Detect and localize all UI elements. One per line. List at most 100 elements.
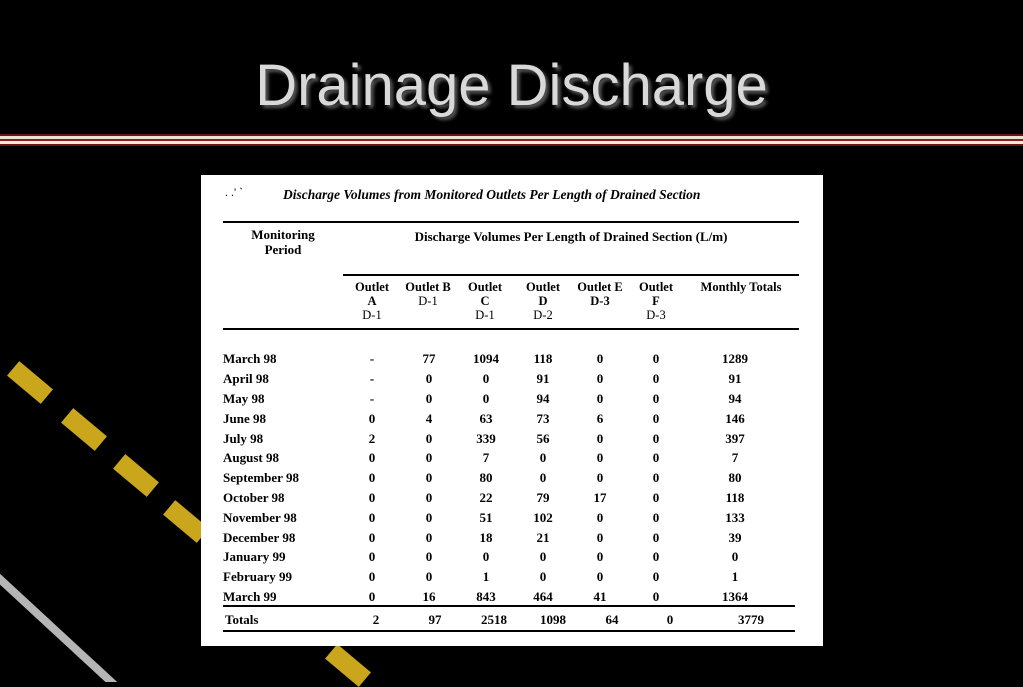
value-cell: 0 bbox=[368, 588, 376, 604]
value-cell: 80 bbox=[728, 470, 742, 486]
period-cell: July 98 bbox=[223, 430, 264, 446]
value-cell: 0 bbox=[652, 509, 660, 525]
column-header-line: D-3 bbox=[590, 294, 610, 308]
value-cell: 0 bbox=[731, 549, 739, 565]
value-cell: 94 bbox=[728, 390, 742, 406]
table-row: March 99 0 16 843 464 41 0 1364 bbox=[223, 587, 787, 607]
value-cell: 0 bbox=[539, 569, 547, 585]
totals-cell: 2518 bbox=[481, 612, 507, 627]
value-cell: 397 bbox=[725, 430, 745, 446]
value-cell: 2 bbox=[368, 430, 376, 446]
value-cell: 18 bbox=[479, 529, 493, 545]
scanned-table-image: . .' ` Discharge Volumes from Monitored … bbox=[201, 175, 823, 646]
value-cell: 77 bbox=[422, 351, 436, 367]
period-cell: April 98 bbox=[223, 371, 269, 387]
totals-row: Totals 2 97 2518 1098 64 0 3779 bbox=[225, 610, 803, 630]
value-cell: 0 bbox=[652, 390, 660, 406]
value-cell: 0 bbox=[596, 569, 604, 585]
value-cell: 0 bbox=[425, 489, 433, 505]
road-edge-line bbox=[0, 573, 118, 682]
column-header-outlet-d: Outlet D D-2 bbox=[515, 280, 571, 322]
value-cell: 51 bbox=[479, 509, 493, 525]
value-cell: 73 bbox=[536, 410, 550, 426]
value-cell: 1 bbox=[482, 569, 490, 585]
value-cell: - bbox=[369, 351, 375, 367]
period-header: Monitoring Period bbox=[251, 227, 315, 257]
totals-label: Totals bbox=[225, 612, 259, 627]
column-header-outlet-a: Outlet A D-1 bbox=[345, 280, 399, 322]
title-rule bbox=[0, 134, 1023, 150]
table-row: June 98 0 4 63 73 6 0 146 bbox=[223, 408, 787, 428]
value-cell: 4 bbox=[425, 410, 433, 426]
table-row: August 98 0 0 7 0 0 0 7 bbox=[223, 448, 787, 468]
value-cell: 1289 bbox=[722, 351, 748, 367]
column-header-line: Outlet bbox=[525, 280, 561, 294]
table-row: December 98 0 0 18 21 0 0 39 bbox=[223, 527, 787, 547]
period-cell: December 98 bbox=[223, 529, 296, 545]
totals-table: Totals 2 97 2518 1098 64 0 3779 bbox=[223, 608, 805, 632]
road-dash bbox=[325, 644, 371, 687]
column-header-line: Outlet bbox=[638, 280, 674, 294]
table-row: February 99 0 0 1 0 0 0 1 bbox=[223, 567, 787, 587]
period-cell: August 98 bbox=[223, 450, 279, 466]
column-header-line: Outlet bbox=[354, 280, 390, 294]
period-cell: March 98 bbox=[223, 351, 277, 367]
value-cell: 91 bbox=[728, 371, 742, 387]
value-cell: 0 bbox=[596, 450, 604, 466]
value-cell: 0 bbox=[425, 430, 433, 446]
value-cell: 0 bbox=[652, 450, 660, 466]
period-cell: November 98 bbox=[223, 509, 297, 525]
value-cell: 0 bbox=[425, 549, 433, 565]
value-cell: 0 bbox=[425, 569, 433, 585]
value-cell: 16 bbox=[422, 588, 436, 604]
value-cell: 0 bbox=[482, 390, 490, 406]
value-cell: 0 bbox=[425, 529, 433, 545]
period-cell: October 98 bbox=[223, 489, 285, 505]
value-cell: 0 bbox=[596, 470, 604, 486]
column-header-outlet-e: Outlet E D-3 bbox=[571, 280, 629, 308]
totals-top-rule bbox=[223, 605, 795, 607]
value-cell: 0 bbox=[596, 351, 604, 367]
header-bottom-rule bbox=[223, 328, 799, 330]
table-row: September 98 0 0 80 0 0 0 80 bbox=[223, 468, 787, 488]
totals-cell: 2 bbox=[372, 612, 380, 627]
value-cell: 0 bbox=[652, 549, 660, 565]
column-header-monthly-totals: Monthly Totals bbox=[683, 280, 799, 294]
value-cell: 0 bbox=[482, 371, 490, 387]
value-cell: 0 bbox=[652, 470, 660, 486]
table-top-rule bbox=[223, 221, 799, 223]
value-cell: 0 bbox=[652, 569, 660, 585]
data-table: March 98 - 77 1 0 94 118 0 0 1289 April 98 - 0 0 91 0 0 9… bbox=[223, 349, 787, 606]
column-header-line: D bbox=[538, 294, 548, 308]
totals-cell: 1098 bbox=[540, 612, 566, 627]
value-cell: 0 bbox=[425, 470, 433, 486]
value-cell: 0 bbox=[652, 371, 660, 387]
period-cell: March 99 bbox=[223, 588, 277, 604]
column-header-line: Outlet B bbox=[405, 280, 451, 294]
column-header-line: D-1 bbox=[475, 308, 495, 322]
column-header-line: C bbox=[480, 294, 490, 308]
value-cell: 146 bbox=[725, 410, 745, 426]
table-row: July 98 2 0 339 56 0 0 397 bbox=[223, 428, 787, 448]
value-cell: 0 bbox=[652, 430, 660, 446]
column-header-line: A bbox=[367, 294, 377, 308]
value-cell: 6 bbox=[596, 410, 604, 426]
value-cell: 118 bbox=[533, 351, 553, 367]
value-cell: 0 bbox=[368, 569, 376, 585]
value-cell: - bbox=[369, 390, 375, 406]
value-cell: 91 bbox=[536, 371, 550, 387]
column-header-outlet-f: Outlet F D-3 bbox=[629, 280, 683, 322]
table-caption: Discharge Volumes from Monitored Outlets… bbox=[283, 187, 701, 202]
value-cell: 0 bbox=[368, 549, 376, 565]
value-cell: 1364 bbox=[722, 588, 748, 604]
data-table-body: March 98 - 77 1 0 94 118 0 0 1289 April 98 - 0 0 91 0 0 9… bbox=[223, 349, 787, 606]
road-dash bbox=[61, 408, 107, 451]
value-cell: 41 bbox=[593, 588, 607, 604]
value-cell: 22 bbox=[479, 489, 493, 505]
totals-cell: 97 bbox=[428, 612, 442, 627]
value-cell: 0 bbox=[539, 549, 547, 565]
value-cell: 94 bbox=[536, 390, 550, 406]
value-cell: 102 bbox=[533, 509, 553, 525]
value-cell: 0 bbox=[368, 529, 376, 545]
value-cell: 0 bbox=[368, 509, 376, 525]
